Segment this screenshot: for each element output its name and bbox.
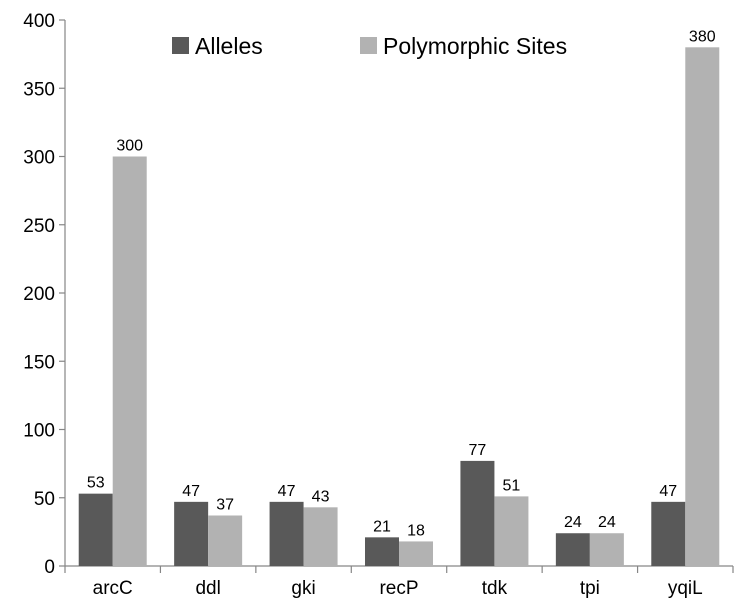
data-label: 18 (407, 522, 425, 539)
bar-polymorphic-sites-tpi (589, 533, 624, 566)
legend-swatch (360, 37, 377, 54)
data-label: 24 (598, 514, 616, 531)
x-tick-label: recP (379, 578, 418, 599)
bar-alleles-gki (269, 501, 304, 566)
data-label: 47 (659, 483, 677, 500)
data-labels: 53 47 47 21 77 24 47 300 37 43 18 51 24 380 (87, 28, 716, 539)
bar-polymorphic-sites-yqiL (685, 47, 720, 567)
x-tick-label: ddl (195, 578, 220, 599)
legend-label: Polymorphic Sites (383, 33, 567, 59)
x-tick-label: arcC (93, 578, 133, 599)
data-label: 43 (312, 488, 330, 505)
bar-alleles-yqiL (651, 501, 686, 566)
data-label: 21 (373, 518, 391, 535)
legend-swatch (172, 37, 189, 54)
data-label: 51 (503, 477, 521, 494)
bar-polymorphic-sites-arcC (112, 156, 147, 566)
bars (78, 47, 720, 567)
y-tick-label: 350 (23, 79, 55, 100)
bar-alleles-tpi (555, 533, 590, 566)
data-label: 24 (564, 514, 582, 531)
data-label: 77 (469, 442, 487, 459)
y-tick-label: 100 (23, 421, 55, 442)
bar-polymorphic-sites-gki (303, 507, 338, 566)
y-tick-label: 400 (23, 11, 55, 32)
bar-polymorphic-sites-tdk (494, 496, 529, 566)
x-axis: arcC ddl gki recP tdk tpi yqiL (64, 565, 734, 599)
data-label: 47 (182, 483, 200, 500)
data-label: 37 (216, 496, 234, 513)
legend: Alleles Polymorphic Sites (172, 33, 567, 59)
y-tick-label: 50 (34, 489, 55, 510)
legend-label: Alleles (195, 33, 263, 59)
x-tick-label: tdk (482, 578, 508, 599)
x-tick-label: tpi (580, 578, 600, 599)
y-tick-label: 250 (23, 216, 55, 237)
x-tick-label: gki (291, 578, 315, 599)
bar-polymorphic-sites-ddl (208, 515, 243, 566)
data-label: 380 (689, 28, 716, 45)
y-axis: 0 50 100 150 200 250 300 350 400 (23, 11, 66, 578)
y-tick-label: 150 (23, 352, 55, 373)
x-tick-label: yqiL (668, 578, 703, 599)
bar-alleles-recP (365, 537, 399, 566)
y-tick-label: 200 (23, 284, 55, 305)
bar-alleles-tdk (460, 460, 495, 566)
bar-alleles-arcC (78, 493, 113, 566)
data-label: 53 (87, 475, 105, 492)
y-tick-label: 0 (44, 557, 55, 578)
y-tick-label: 300 (23, 148, 55, 169)
data-label: 47 (278, 483, 296, 500)
bar-alleles-ddl (174, 501, 209, 566)
data-label: 300 (116, 138, 143, 155)
bar-polymorphic-sites-recP (399, 541, 433, 566)
